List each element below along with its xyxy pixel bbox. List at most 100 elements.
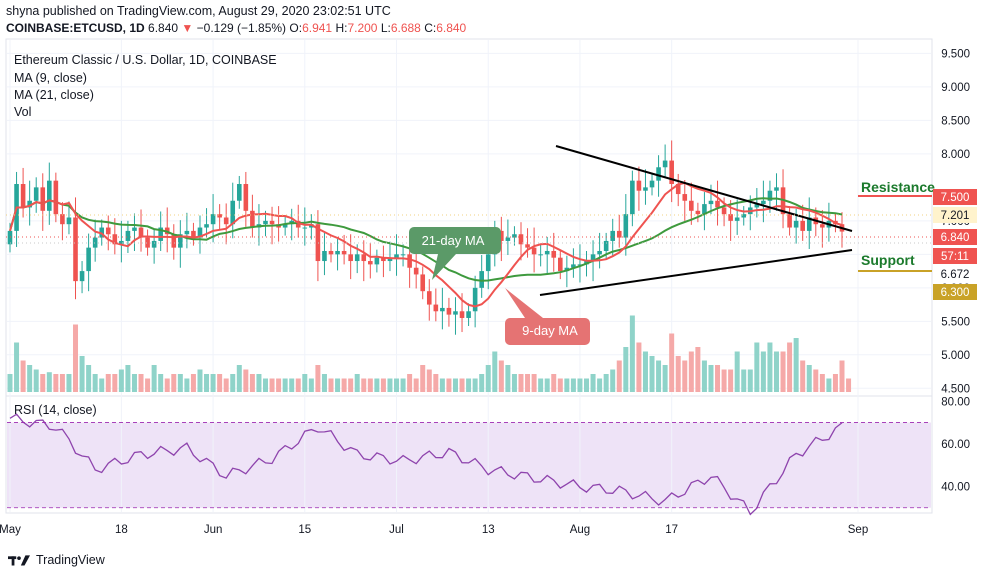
ma9-legend: MA (9, close) xyxy=(14,71,87,85)
volume-bar xyxy=(380,378,386,392)
volume-bar xyxy=(570,378,576,392)
ma21-callout: 21-day MA xyxy=(409,227,501,280)
volume-bar xyxy=(46,372,52,392)
volume-bar xyxy=(682,360,688,392)
down-arrow-icon: ▼ xyxy=(181,21,194,35)
volume-bar xyxy=(40,374,46,392)
volume-bar xyxy=(479,374,485,392)
candle-body xyxy=(708,200,714,205)
candle-body xyxy=(623,214,629,238)
volume-bar xyxy=(695,347,701,392)
volume-bar xyxy=(262,378,268,392)
candle-body xyxy=(250,210,255,228)
volume-bar xyxy=(92,374,98,392)
volume-bar xyxy=(642,351,648,392)
candle-body xyxy=(86,247,91,272)
candle-body xyxy=(328,250,334,255)
vol-legend: Vol xyxy=(14,105,31,119)
volume-bar xyxy=(728,369,734,392)
symbol-quote-line: COINBASE:ETCUSD, 1D 6.840 ▼ −0.129 (−1.8… xyxy=(6,21,466,35)
volume-bar xyxy=(518,374,524,392)
candle-body xyxy=(191,230,196,238)
volume-bar xyxy=(420,365,426,392)
volume-bar xyxy=(688,351,694,392)
volume-bar xyxy=(446,378,452,392)
volume-bar xyxy=(151,365,157,392)
volume-bar xyxy=(544,378,550,392)
candle-body xyxy=(662,160,668,168)
candle-body xyxy=(643,187,648,191)
volume-bar xyxy=(394,378,400,392)
last-price: 6.840 xyxy=(148,21,179,35)
volume-bar xyxy=(361,378,367,392)
candle-body xyxy=(525,244,530,248)
candle-body xyxy=(597,250,602,255)
volume-bar xyxy=(656,360,662,392)
volume-bar xyxy=(79,356,85,392)
volume-bar xyxy=(164,378,170,392)
volume-bar xyxy=(721,369,727,392)
volume-bar xyxy=(184,378,190,392)
volume-bar xyxy=(649,356,655,392)
candle-body xyxy=(335,250,340,255)
candle-body xyxy=(302,227,308,229)
volume-bar xyxy=(715,365,721,392)
candle-body xyxy=(538,254,543,256)
price-change: −0.129 (−1.85%) xyxy=(196,21,287,35)
support-label: Support xyxy=(861,252,915,268)
volume-bar xyxy=(236,365,242,392)
ma9-callout: 9-day MA xyxy=(505,288,590,345)
candle-body xyxy=(33,187,39,201)
candle-body xyxy=(158,227,163,241)
candle-body xyxy=(518,234,524,245)
candle-body xyxy=(440,307,445,312)
x-tick-label: 18 xyxy=(115,524,128,536)
volume-bar xyxy=(33,369,39,392)
y-tick-label: 5.000 xyxy=(941,350,970,362)
volume-bar xyxy=(308,378,314,392)
ma21-callout-text: 21-day MA xyxy=(422,233,485,248)
symbol-name: COINBASE:ETCUSD, 1D xyxy=(6,21,145,35)
x-tick-label: May xyxy=(0,524,21,536)
rsi-line xyxy=(9,413,843,516)
volume-bar xyxy=(374,378,380,392)
volume-bar xyxy=(269,378,275,392)
candle-body xyxy=(505,237,511,241)
candle-body xyxy=(544,250,550,255)
volume-bar xyxy=(315,365,321,392)
volume-bar xyxy=(485,365,491,392)
volume-bar xyxy=(551,374,557,392)
candle-body xyxy=(479,271,484,288)
candle-body xyxy=(145,237,150,248)
volume-bar xyxy=(767,342,773,392)
volume-bar xyxy=(407,374,413,392)
candle-body xyxy=(466,311,471,318)
ma21-legend: MA (21, close) xyxy=(14,88,94,102)
volume-bar xyxy=(525,374,531,392)
candle-body xyxy=(269,220,275,225)
y-tick-label: 5.500 xyxy=(941,316,970,328)
candle-body xyxy=(125,230,131,241)
rsi-legend: RSI (14, close) xyxy=(14,403,97,417)
candle-body xyxy=(590,254,596,262)
candle-body xyxy=(761,200,766,205)
ma21-line xyxy=(9,197,843,282)
candle-body xyxy=(446,307,452,315)
candle-body xyxy=(361,254,367,262)
price-label: 7.201 xyxy=(941,210,970,222)
rsi-tick-label: 80.00 xyxy=(941,396,970,408)
volume-bar xyxy=(289,378,295,392)
candle-body xyxy=(151,240,157,248)
candle-body xyxy=(60,214,65,225)
volume-bar xyxy=(793,338,799,392)
low-label: L: xyxy=(380,21,391,35)
volume-bar xyxy=(629,315,635,392)
low-value: 6.688 xyxy=(390,21,421,35)
price-label-box xyxy=(933,189,977,205)
volume-bar xyxy=(819,374,825,392)
volume-bar xyxy=(197,369,203,392)
lower-trendline xyxy=(539,249,853,296)
candle-body xyxy=(322,250,327,262)
candle-body xyxy=(689,200,694,211)
